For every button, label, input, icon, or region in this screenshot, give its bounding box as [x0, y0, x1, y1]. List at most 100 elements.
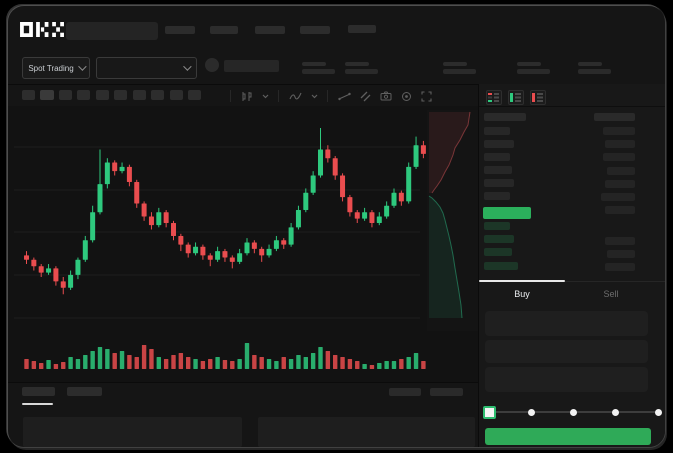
nav-item[interactable]	[210, 26, 238, 34]
chevron-down-icon[interactable]	[262, 94, 269, 99]
book-asks-icon[interactable]	[530, 90, 546, 105]
slider-stop[interactable]	[612, 408, 620, 416]
candle	[119, 166, 125, 172]
bottom-tab[interactable]	[22, 387, 55, 396]
slider-stop[interactable]	[527, 408, 535, 416]
candlestick-chart-canvas[interactable]	[8, 106, 478, 382]
orderbook-header-cell	[484, 113, 526, 121]
timeframe-button[interactable]	[151, 90, 164, 100]
ask-amount-cell	[603, 127, 635, 135]
chevron-down-icon[interactable]	[311, 94, 318, 99]
last-price-bar[interactable]	[483, 207, 531, 219]
timeframe-button[interactable]	[96, 90, 109, 100]
bid-price-cell[interactable]	[484, 235, 514, 243]
avatar[interactable]	[205, 58, 219, 72]
toolbar-separator	[230, 90, 232, 102]
ask-amount-cell	[607, 167, 635, 175]
bid-price-cell[interactable]	[484, 262, 518, 270]
candle	[38, 266, 44, 273]
candle	[185, 244, 191, 254]
candle	[369, 212, 375, 223]
okx-logo[interactable]	[20, 22, 64, 42]
bottom-divider	[8, 382, 478, 383]
bid-amount-cell	[605, 237, 635, 245]
ask-price-cell[interactable]	[484, 179, 514, 187]
timeframe-button[interactable]	[40, 90, 54, 100]
ask-amount-cell	[603, 153, 635, 161]
candle	[406, 166, 412, 202]
candle-style-icon[interactable]	[241, 91, 253, 102]
ask-amount-cell	[601, 193, 635, 201]
settings-icon[interactable]	[401, 91, 412, 102]
tab-buy[interactable]: Buy	[514, 289, 530, 299]
price-input[interactable]	[485, 311, 648, 336]
candle	[134, 181, 140, 204]
pair-selector-dropdown[interactable]	[96, 57, 197, 79]
candle	[75, 259, 81, 275]
candle	[259, 248, 265, 256]
timeframe-button[interactable]	[170, 90, 183, 100]
nav-item[interactable]	[165, 26, 195, 34]
camera-icon[interactable]	[380, 91, 392, 101]
candle	[171, 223, 176, 236]
ask-price-cell[interactable]	[484, 166, 512, 174]
trendline-icon[interactable]	[338, 92, 351, 101]
candle	[104, 162, 110, 185]
candle	[310, 175, 316, 193]
timeframe-button[interactable]	[77, 90, 90, 100]
toolbar-separator	[278, 90, 280, 102]
ask-price-cell[interactable]	[484, 192, 510, 200]
total-input[interactable]	[485, 367, 648, 392]
timeframe-button[interactable]	[59, 90, 72, 100]
ask-amount-cell	[605, 180, 635, 188]
slider-stop[interactable]	[654, 408, 662, 416]
chevron-down-icon	[77, 62, 87, 71]
orderbook-divider	[479, 106, 665, 107]
fullscreen-icon[interactable]	[421, 90, 432, 102]
candle	[126, 166, 132, 182]
search-bar[interactable]	[66, 22, 158, 40]
candle	[303, 192, 309, 211]
timeframe-button[interactable]	[22, 90, 35, 100]
nav-item[interactable]	[348, 25, 376, 33]
tab-sell[interactable]: Sell	[603, 289, 619, 299]
ticker-stat-top	[578, 62, 602, 66]
product-selector-dropdown[interactable]: Spot Trading	[22, 57, 90, 79]
ask-price-cell[interactable]	[484, 127, 510, 135]
account-pill[interactable]	[224, 60, 279, 72]
ask-amount-cell	[605, 206, 635, 214]
timeframe-button[interactable]	[188, 90, 201, 100]
slider-handle[interactable]	[482, 405, 496, 419]
nav-item[interactable]	[300, 26, 330, 34]
candle	[68, 274, 74, 288]
ask-price-cell[interactable]	[484, 153, 510, 161]
book-combined-icon[interactable]	[486, 90, 502, 105]
bid-price-cell[interactable]	[484, 248, 512, 256]
depth-chart[interactable]	[427, 110, 479, 331]
ticker-stat-top	[302, 62, 326, 66]
candle	[295, 210, 301, 228]
slider-stop[interactable]	[570, 408, 577, 416]
candle	[60, 281, 66, 288]
buy-submit-button[interactable]	[485, 428, 651, 445]
candle	[354, 212, 360, 219]
timeframe-button[interactable]	[114, 90, 127, 100]
compare-icon[interactable]	[360, 91, 371, 102]
amount-input[interactable]	[485, 340, 648, 363]
nav-item[interactable]	[255, 26, 285, 34]
bottom-tab[interactable]	[67, 387, 102, 396]
timeframe-button[interactable]	[133, 90, 146, 100]
ask-price-cell[interactable]	[484, 140, 514, 148]
bottom-action[interactable]	[389, 388, 421, 396]
candle	[420, 145, 426, 154]
bid-price-cell[interactable]	[484, 222, 510, 230]
indicator-icon[interactable]	[289, 91, 302, 102]
book-bids-icon[interactable]	[508, 90, 524, 105]
candle	[318, 149, 323, 176]
bid-amount-cell	[607, 250, 635, 258]
candle	[413, 145, 419, 167]
bottom-action[interactable]	[430, 388, 463, 396]
candle	[288, 227, 294, 245]
bottom-panel	[23, 417, 242, 447]
